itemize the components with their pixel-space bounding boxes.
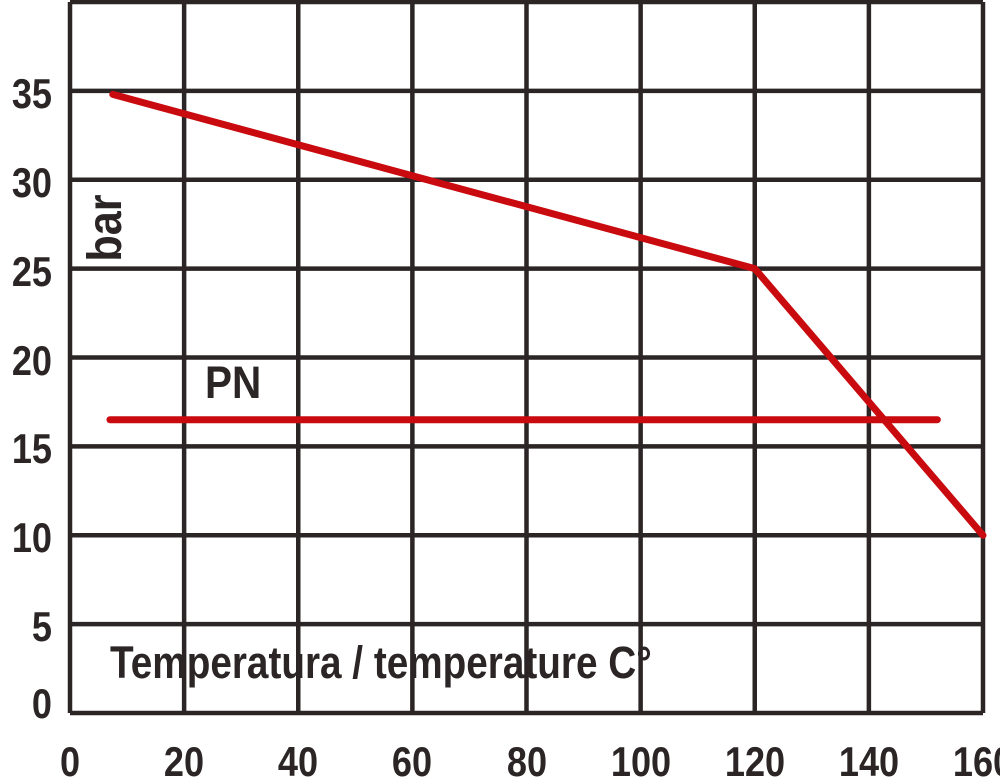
y-tick-label: 15	[11, 425, 53, 473]
max-pressure-vs-temperature	[109, 90, 987, 539]
x-tick-label: 60	[392, 738, 433, 781]
y-axis-title: bar	[79, 194, 132, 262]
y-tick-label: 5	[31, 603, 52, 651]
y-tick-label: 30	[11, 158, 53, 206]
x-tick-label: 80	[506, 738, 547, 781]
x-tick-label: 20	[164, 738, 205, 781]
y-tick-label: 35	[11, 69, 53, 117]
y-tick-label: 10	[11, 514, 53, 562]
x-tick-label: 160	[952, 738, 1000, 781]
x-tick-label: 140	[838, 738, 900, 781]
x-axis-title: Temperatura / temperature C°	[110, 637, 652, 688]
x-tick-label: 120	[724, 738, 785, 781]
x-tick-label: 40	[278, 738, 319, 781]
x-tick-label: 0	[59, 738, 81, 781]
y-tick-label: 20	[11, 336, 53, 384]
pn-line-label: PN	[205, 357, 262, 408]
x-tick-label: 100	[610, 738, 671, 781]
y-tick-label: 0	[31, 680, 52, 727]
y-tick-label: 25	[11, 247, 53, 295]
